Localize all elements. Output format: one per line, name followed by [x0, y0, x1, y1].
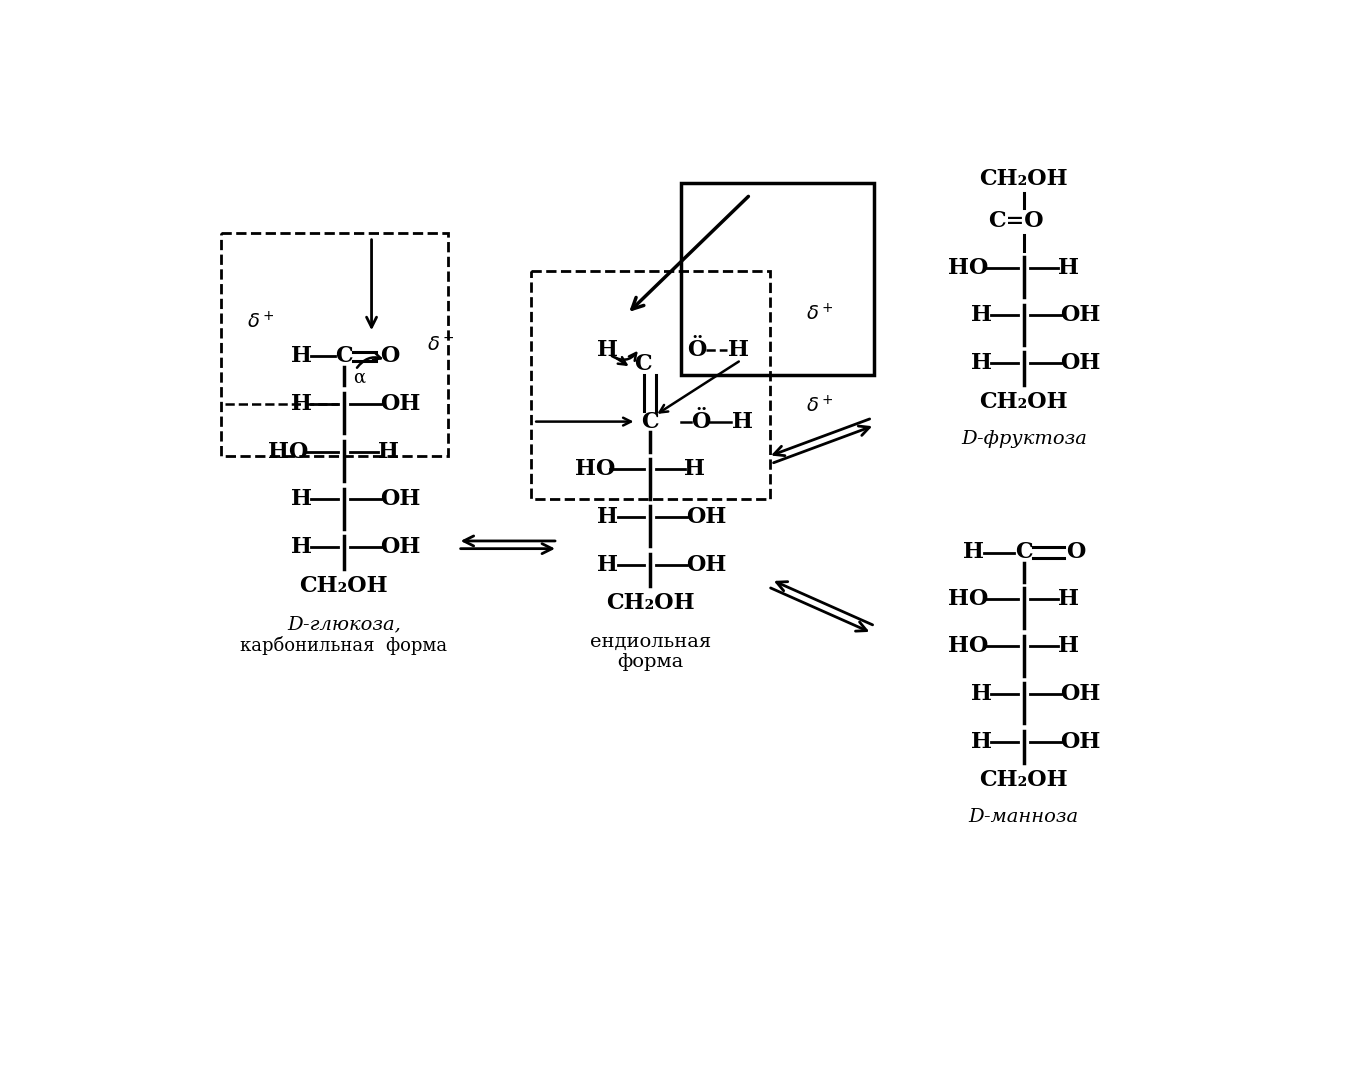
Text: $\delta^-$: $\delta^-$ [427, 335, 454, 354]
Text: Ö: Ö [686, 339, 706, 361]
Text: H: H [732, 411, 753, 432]
Text: OH: OH [686, 554, 727, 576]
Text: O: O [380, 345, 400, 368]
Text: D-глюкоза,: D-глюкоза, [287, 615, 401, 633]
Text: H: H [598, 339, 618, 361]
Text: H: H [1058, 257, 1079, 278]
Text: CH₂OH: CH₂OH [979, 390, 1069, 413]
Text: H: H [963, 542, 984, 563]
Text: H: H [378, 441, 399, 462]
Text: CH₂OH: CH₂OH [606, 592, 694, 614]
Text: H: H [292, 488, 312, 511]
Text: C: C [633, 353, 651, 375]
Text: H: H [598, 554, 618, 576]
Text: CH₂OH: CH₂OH [979, 770, 1069, 791]
Text: OH: OH [686, 506, 727, 528]
Text: H: H [292, 345, 312, 368]
Text: H: H [1058, 635, 1079, 658]
Bar [681, 183, 873, 375]
Text: HO: HO [948, 588, 989, 610]
Text: D-манноза: D-манноза [968, 808, 1079, 827]
Text: $\delta^+$: $\delta^+$ [805, 303, 834, 325]
Text: CH₂OH: CH₂OH [300, 575, 388, 597]
Text: D-фруктоза: D-фруктоза [961, 430, 1086, 447]
Text: H: H [971, 353, 991, 374]
Text: OH: OH [1060, 684, 1100, 705]
Bar [221, 233, 447, 456]
Text: H: H [598, 506, 618, 528]
Text: H: H [292, 536, 312, 558]
Text: $\delta^+$: $\delta^+$ [248, 311, 275, 332]
Text: C: C [1014, 542, 1032, 563]
Text: Ö: Ö [690, 411, 711, 432]
Text: H: H [1058, 588, 1079, 610]
Text: OH: OH [1060, 304, 1100, 327]
Text: HO: HO [575, 458, 616, 481]
Text: HO: HO [268, 441, 309, 462]
Text: OH: OH [380, 488, 420, 511]
Text: H: H [685, 458, 705, 481]
Text: OH: OH [1060, 353, 1100, 374]
Text: H: H [971, 684, 991, 705]
Text: HO: HO [948, 257, 989, 278]
Text: OH: OH [380, 392, 420, 415]
Text: OH: OH [1060, 731, 1100, 752]
Text: H: H [971, 731, 991, 752]
Text: O: O [1066, 542, 1086, 563]
Text: C: C [335, 345, 353, 368]
Text: CH₂OH: CH₂OH [979, 168, 1069, 190]
Text: $\delta^+$: $\delta^+$ [805, 396, 834, 417]
Text: HO: HO [948, 635, 989, 658]
Text: α: α [353, 369, 365, 387]
Text: форма: форма [617, 653, 683, 671]
Text: H: H [728, 339, 750, 361]
Text: H: H [292, 392, 312, 415]
Text: C: C [641, 411, 659, 432]
Text: C=O: C=O [989, 211, 1044, 232]
Text: ендиольная: ендиольная [590, 633, 711, 650]
Bar [532, 272, 770, 499]
Text: карбонильная  форма: карбонильная форма [240, 636, 447, 655]
Text: H: H [971, 304, 991, 327]
Text: OH: OH [380, 536, 420, 558]
